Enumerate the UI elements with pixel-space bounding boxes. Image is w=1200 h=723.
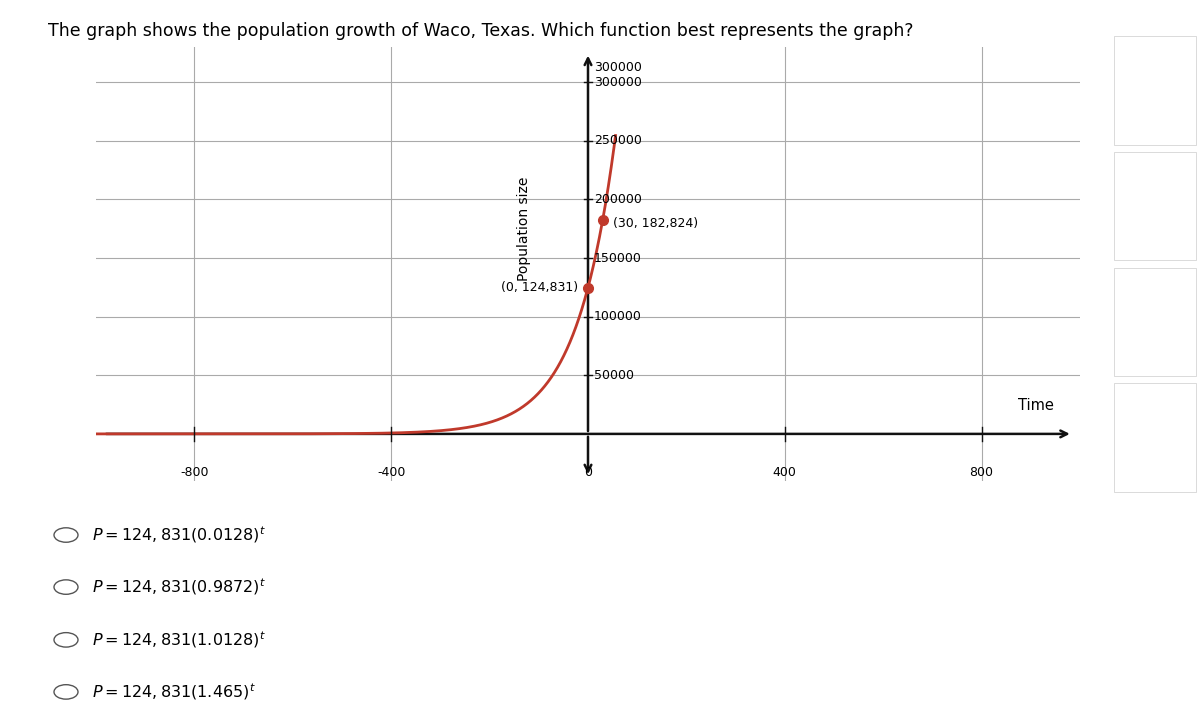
Text: 300000: 300000: [594, 61, 642, 74]
Text: The graph shows the population growth of Waco, Texas. Which function best repres: The graph shows the population growth of…: [48, 22, 913, 40]
Text: 100000: 100000: [594, 310, 642, 323]
Text: $P = 124, 831(0.0128)^{t}$: $P = 124, 831(0.0128)^{t}$: [92, 525, 266, 545]
Text: (30, 182,824): (30, 182,824): [613, 217, 697, 230]
Text: -800: -800: [180, 466, 209, 479]
FancyBboxPatch shape: [1114, 268, 1196, 376]
Text: 50000: 50000: [594, 369, 634, 382]
Text: -400: -400: [377, 466, 406, 479]
Text: $P = 124, 831(0.9872)^{t}$: $P = 124, 831(0.9872)^{t}$: [92, 577, 266, 597]
Text: 150000: 150000: [594, 252, 642, 265]
Text: 250000: 250000: [594, 134, 642, 147]
Text: 200000: 200000: [594, 193, 642, 206]
FancyBboxPatch shape: [1114, 383, 1196, 492]
Text: 400: 400: [773, 466, 797, 479]
Text: 0: 0: [584, 466, 592, 479]
FancyBboxPatch shape: [1114, 36, 1196, 145]
Text: Population size: Population size: [517, 176, 532, 281]
FancyBboxPatch shape: [1114, 152, 1196, 260]
Text: $P = 124, 831(1.465)^{t}$: $P = 124, 831(1.465)^{t}$: [92, 682, 256, 702]
Text: (0, 124,831): (0, 124,831): [502, 281, 578, 294]
Text: 800: 800: [970, 466, 994, 479]
Text: $P = 124, 831(1.0128)^{t}$: $P = 124, 831(1.0128)^{t}$: [92, 630, 266, 650]
Text: Time: Time: [1018, 398, 1054, 413]
Text: 300000: 300000: [594, 76, 642, 89]
